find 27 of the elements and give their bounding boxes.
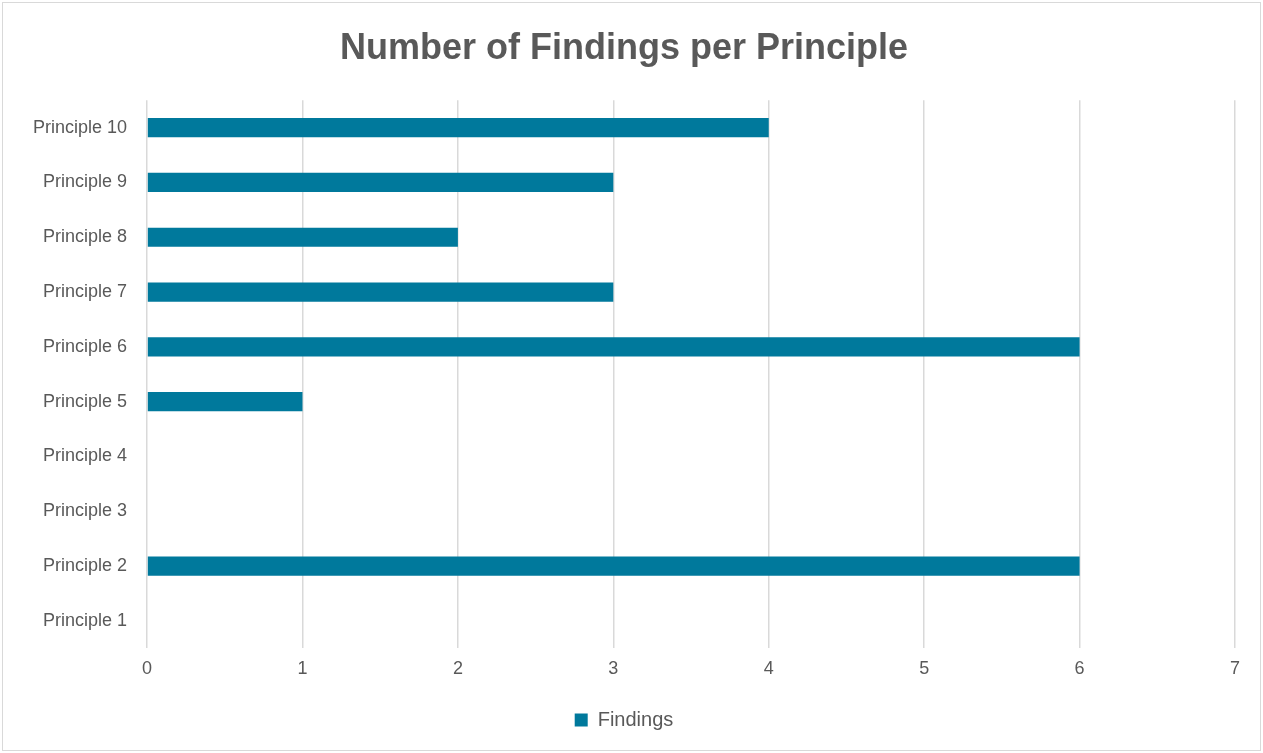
y-tick-label: Principle 7 xyxy=(43,281,128,302)
y-tick-label: Principle 8 xyxy=(43,226,128,247)
y-tick-label: Principle 5 xyxy=(43,390,128,411)
x-tick-label: 6 xyxy=(1074,658,1085,679)
x-tick-label: 4 xyxy=(763,658,774,679)
y-tick-label: Principle 10 xyxy=(32,116,128,137)
x-tick-label: 3 xyxy=(608,658,619,679)
bar xyxy=(147,227,458,247)
bar xyxy=(147,118,769,138)
y-tick-label: Principle 3 xyxy=(43,500,128,521)
y-tick-label: Principle 9 xyxy=(43,171,128,192)
bar xyxy=(147,392,303,412)
y-tick-label: Principle 1 xyxy=(43,609,128,630)
chart-title: Number of Findings per Principle xyxy=(339,25,909,67)
y-tick-label: Principle 4 xyxy=(43,445,128,466)
bar xyxy=(147,172,614,193)
bar xyxy=(147,337,1080,357)
x-tick-label: 5 xyxy=(919,658,930,679)
y-tick-label: Principle 6 xyxy=(43,335,128,356)
x-tick-label: 2 xyxy=(452,658,463,679)
x-tick-label: 7 xyxy=(1229,658,1241,679)
y-tick-label: Principle 2 xyxy=(43,555,128,576)
bar xyxy=(147,556,1080,576)
legend-label: Findings xyxy=(597,707,674,730)
bar xyxy=(147,282,614,302)
x-tick-label: 0 xyxy=(142,658,153,679)
x-tick-label: 1 xyxy=(297,658,308,679)
